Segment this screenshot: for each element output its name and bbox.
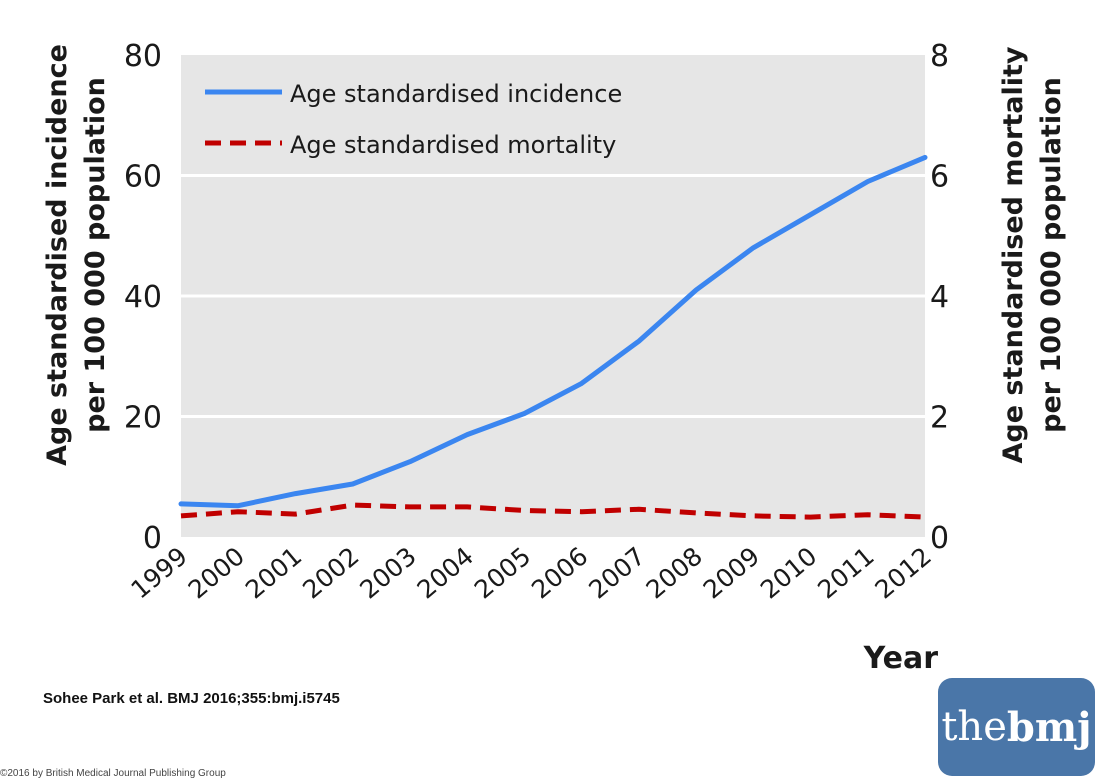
x-tick-2012: 2012 (869, 541, 936, 604)
right-y-tick-8: 8 (930, 39, 949, 74)
x-tick-2011: 2011 (812, 541, 879, 604)
left-y-tick-20: 20 (124, 401, 162, 436)
left-y-tick-0: 0 (143, 521, 162, 556)
x-axis-label: Year (863, 641, 939, 676)
right-y-axis-label: Age standardised mortality per 100 000 p… (998, 46, 1067, 463)
left-y-tick-80: 80 (124, 39, 162, 74)
right-y-ticks: 0 2 4 6 8 (930, 39, 949, 556)
x-tick-2005: 2005 (469, 541, 536, 604)
right-y-tick-4: 4 (930, 280, 949, 315)
data-series (178, 154, 928, 520)
x-tick-2007: 2007 (583, 541, 650, 604)
x-tick-2000: 2000 (183, 541, 250, 604)
left-y-axis-label-line2: per 100 000 population (80, 77, 111, 433)
right-y-axis-label-line2: per 100 000 population (1036, 77, 1067, 433)
citation: Sohee Park et al. BMJ 2016;355:bmj.i5745 (43, 690, 340, 707)
legend-label-mortality: Age standardised mortality (290, 131, 616, 159)
right-y-tick-6: 6 (930, 160, 949, 195)
x-tick-2009: 2009 (698, 541, 765, 604)
x-tick-2008: 2008 (641, 541, 708, 604)
right-y-axis-label-line1: Age standardised mortality (998, 46, 1029, 463)
right-y-tick-2: 2 (930, 401, 949, 436)
x-tick-2002: 2002 (297, 541, 364, 604)
left-y-tick-60: 60 (124, 160, 162, 195)
copyright: ©2016 by British Medical Journal Publish… (0, 768, 226, 779)
left-y-axis-label: Age standardised incidence per 100 000 p… (42, 44, 111, 466)
x-tick-2006: 2006 (526, 541, 593, 604)
x-ticks: 1999200020012002200320042005200620072008… (125, 541, 936, 604)
logo-text-the: the (941, 704, 1007, 750)
x-tick-2003: 2003 (354, 541, 421, 604)
right-y-tick-0: 0 (930, 521, 949, 556)
left-y-axis-label-line1: Age standardised incidence (42, 44, 73, 466)
legend: Age standardised incidence Age standardi… (205, 80, 622, 159)
x-tick-2010: 2010 (755, 541, 822, 604)
logo-text-bmj: bmj (1006, 703, 1092, 751)
dual-axis-line-chart: 0 20 40 60 80 0 2 4 6 8 199920002001200220032004… (42, 39, 1067, 676)
x-tick-2004: 2004 (412, 541, 479, 604)
legend-label-incidence: Age standardised incidence (290, 80, 622, 108)
left-y-ticks: 0 20 40 60 80 (124, 39, 162, 556)
gridlines (181, 174, 925, 418)
series-line-incidence (178, 154, 928, 509)
left-y-tick-40: 40 (124, 280, 162, 315)
x-tick-2001: 2001 (240, 541, 307, 604)
bmj-logo[interactable]: the bmj (938, 678, 1095, 776)
